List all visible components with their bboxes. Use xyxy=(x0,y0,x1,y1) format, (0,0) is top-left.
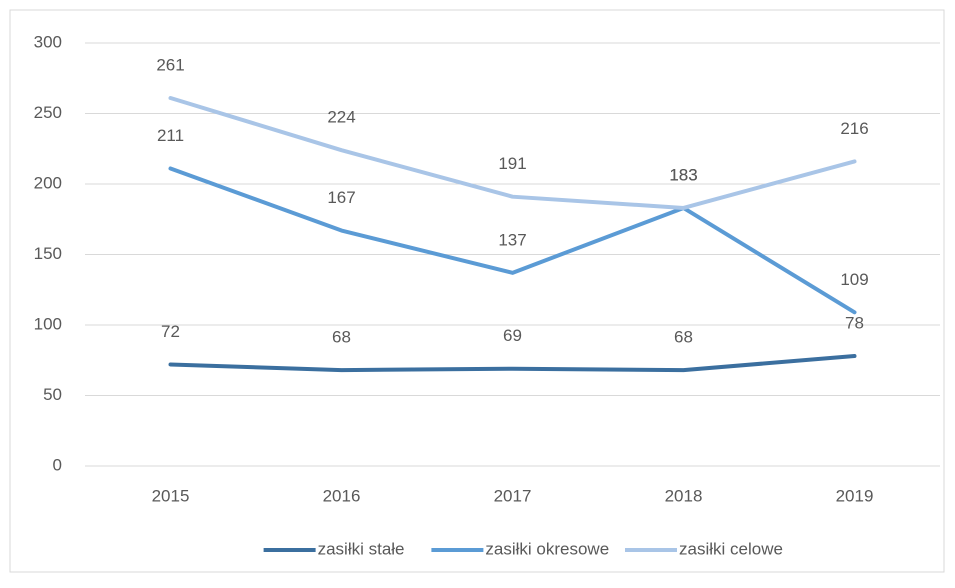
data-label: 211 xyxy=(157,126,184,145)
y-tick-label: 100 xyxy=(34,314,62,333)
series-line xyxy=(168,95,857,210)
y-tick-label: 250 xyxy=(34,103,62,122)
legend-label: zasiłki okresowe xyxy=(485,539,609,558)
x-tick-label: 2016 xyxy=(323,486,361,505)
data-label: 68 xyxy=(674,328,693,347)
x-tick-label: 2019 xyxy=(836,486,874,505)
data-label: 191 xyxy=(498,154,526,173)
data-label: 109 xyxy=(840,270,868,289)
y-tick-label: 200 xyxy=(34,173,62,192)
x-tick-label: 2017 xyxy=(494,486,532,505)
data-label: 224 xyxy=(327,108,355,127)
data-label: 183 xyxy=(669,165,697,184)
legend-label: zasiłki celowe xyxy=(679,539,783,558)
series-line xyxy=(168,166,857,315)
series-line xyxy=(168,354,857,373)
data-label: 167 xyxy=(327,188,355,207)
legend-label: zasiłki stałe xyxy=(318,539,405,558)
data-label: 72 xyxy=(161,322,180,341)
data-label: 69 xyxy=(503,326,522,345)
data-label: 183 xyxy=(669,165,697,184)
data-label: 216 xyxy=(840,119,868,138)
y-tick-label: 150 xyxy=(34,244,62,263)
data-label: 261 xyxy=(156,55,184,74)
x-tick-label: 2015 xyxy=(152,486,190,505)
chart-frame xyxy=(9,9,945,573)
y-tick-label: 300 xyxy=(34,32,62,51)
data-label: 68 xyxy=(332,328,351,347)
y-tick-label: 0 xyxy=(53,455,62,474)
x-tick-label: 2018 xyxy=(665,486,703,505)
data-label: 78 xyxy=(845,314,864,333)
y-tick-label: 50 xyxy=(43,385,62,404)
data-label: 137 xyxy=(498,230,526,249)
